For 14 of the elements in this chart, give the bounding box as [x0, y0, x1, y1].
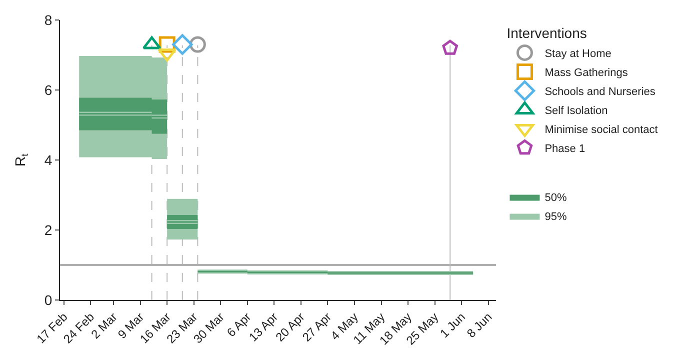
y-tick-label: 8 [44, 12, 52, 28]
y-tick-label: 4 [44, 152, 52, 168]
y-tick-label: 0 [44, 292, 52, 308]
legend-title: Interventions [506, 25, 587, 42]
legend-label: Minimise social contact [544, 124, 658, 136]
y-tick-label: 6 [44, 82, 52, 98]
legend-label: Mass Gatherings [544, 66, 628, 79]
legend-label: Self Isolation [544, 104, 608, 117]
legend-label: Phase 1 [544, 142, 586, 155]
legend-label: Schools and Nurseries [544, 86, 656, 98]
y-tick-label: 2 [44, 222, 52, 238]
legend-label: 95% [544, 210, 567, 223]
legend-label: 50% [544, 192, 567, 204]
legend-label: Stay at Home [544, 48, 612, 60]
